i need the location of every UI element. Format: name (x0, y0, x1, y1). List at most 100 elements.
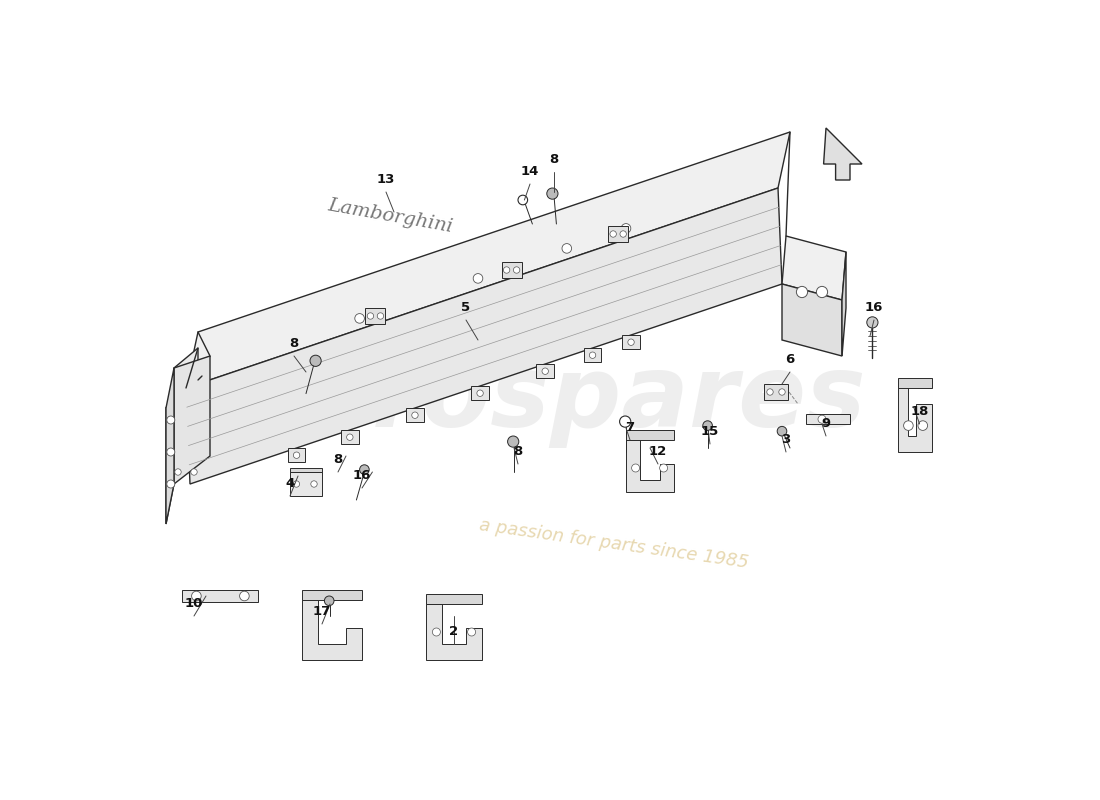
Text: eurospares: eurospares (233, 351, 867, 449)
Text: 8: 8 (549, 153, 559, 166)
Circle shape (504, 266, 509, 273)
Text: 8: 8 (289, 337, 298, 350)
Polygon shape (290, 468, 322, 472)
Circle shape (310, 355, 321, 366)
Circle shape (542, 368, 549, 374)
Circle shape (473, 274, 483, 283)
Polygon shape (626, 430, 674, 440)
Circle shape (191, 591, 201, 601)
Circle shape (590, 352, 596, 358)
Circle shape (779, 389, 785, 395)
Text: 3: 3 (781, 433, 791, 446)
Polygon shape (764, 384, 789, 400)
Polygon shape (166, 368, 174, 524)
Circle shape (518, 195, 528, 205)
Circle shape (610, 230, 616, 238)
Text: 12: 12 (649, 445, 667, 458)
Polygon shape (782, 236, 846, 300)
Circle shape (621, 223, 630, 233)
Circle shape (432, 628, 440, 636)
Circle shape (311, 481, 317, 487)
Circle shape (628, 339, 635, 346)
Polygon shape (288, 448, 306, 462)
Circle shape (562, 243, 572, 253)
Polygon shape (406, 408, 424, 422)
Circle shape (767, 389, 773, 395)
Circle shape (346, 434, 353, 440)
Text: 4: 4 (285, 477, 295, 490)
Polygon shape (186, 132, 790, 388)
Circle shape (918, 421, 927, 430)
Circle shape (620, 230, 626, 238)
Circle shape (355, 314, 364, 323)
Text: 14: 14 (520, 165, 539, 178)
Circle shape (903, 421, 913, 430)
Circle shape (175, 469, 182, 475)
Polygon shape (898, 378, 933, 388)
Circle shape (660, 464, 668, 472)
Text: 15: 15 (701, 425, 719, 438)
Polygon shape (166, 356, 210, 408)
Text: 2: 2 (450, 625, 459, 638)
Polygon shape (302, 600, 362, 660)
Polygon shape (537, 364, 554, 378)
Circle shape (867, 317, 878, 328)
Polygon shape (782, 284, 842, 356)
Circle shape (468, 628, 475, 636)
Polygon shape (898, 388, 933, 452)
Polygon shape (186, 188, 782, 484)
Text: 18: 18 (911, 405, 928, 418)
Text: 6: 6 (785, 353, 794, 366)
Polygon shape (626, 440, 674, 492)
Circle shape (167, 480, 175, 488)
Text: 16: 16 (353, 469, 371, 482)
Circle shape (547, 188, 558, 199)
Circle shape (377, 313, 384, 319)
Polygon shape (365, 308, 385, 324)
Circle shape (477, 390, 483, 396)
Polygon shape (584, 348, 602, 362)
Circle shape (619, 416, 630, 427)
Polygon shape (623, 335, 640, 350)
Text: Lamborghini: Lamborghini (326, 196, 454, 236)
Polygon shape (426, 604, 482, 660)
Circle shape (816, 286, 827, 298)
Circle shape (796, 286, 807, 298)
Text: 5: 5 (461, 301, 471, 314)
Circle shape (240, 591, 250, 601)
Circle shape (324, 596, 334, 606)
Circle shape (167, 448, 175, 456)
Circle shape (703, 421, 713, 430)
Text: a passion for parts since 1985: a passion for parts since 1985 (478, 516, 750, 572)
Polygon shape (426, 594, 482, 604)
Circle shape (818, 415, 826, 423)
Polygon shape (471, 386, 488, 400)
Circle shape (631, 464, 639, 472)
Text: 10: 10 (185, 597, 204, 610)
Circle shape (514, 266, 520, 273)
Circle shape (167, 416, 175, 424)
Text: 8: 8 (333, 453, 342, 466)
Text: 8: 8 (514, 445, 522, 458)
Polygon shape (174, 356, 210, 484)
Polygon shape (806, 414, 850, 424)
Polygon shape (290, 472, 322, 496)
Text: 13: 13 (377, 173, 395, 186)
Circle shape (411, 412, 418, 418)
Polygon shape (166, 348, 198, 524)
Circle shape (294, 481, 299, 487)
Polygon shape (341, 430, 359, 444)
Circle shape (190, 469, 197, 475)
Polygon shape (824, 128, 862, 180)
Polygon shape (182, 590, 258, 602)
Polygon shape (502, 262, 521, 278)
Polygon shape (842, 252, 846, 356)
Polygon shape (608, 226, 628, 242)
Text: 17: 17 (312, 605, 331, 618)
Circle shape (778, 426, 786, 436)
Circle shape (367, 313, 374, 319)
Text: 7: 7 (626, 421, 635, 434)
Text: 16: 16 (865, 301, 883, 314)
Polygon shape (302, 590, 362, 600)
Circle shape (360, 465, 370, 474)
